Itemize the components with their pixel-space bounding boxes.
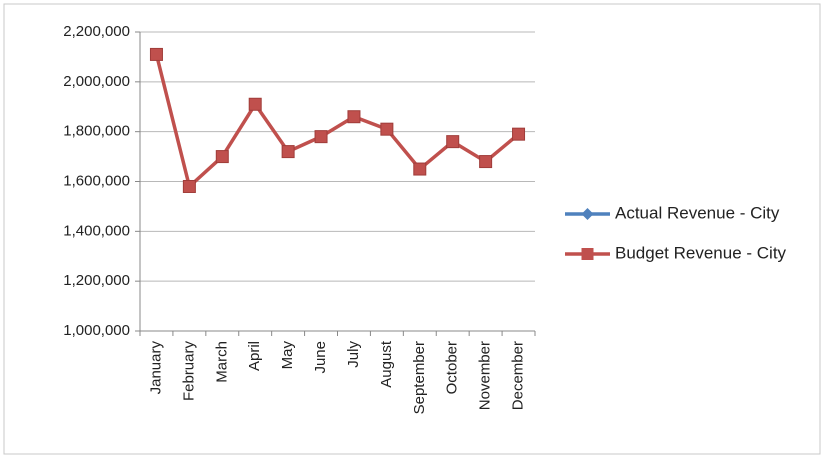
series-marker: [380, 122, 394, 136]
x-tick-label: April: [246, 341, 263, 371]
y-tick-label: 1,400,000: [63, 222, 130, 239]
y-tick-label: 2,000,000: [63, 73, 130, 90]
series-marker: [281, 145, 295, 159]
series-marker: [479, 155, 493, 169]
series-marker: [512, 127, 526, 141]
series-marker: [149, 47, 163, 61]
x-tick-label: May: [279, 341, 296, 370]
series-marker: [347, 110, 361, 124]
x-tick-label: August: [378, 340, 395, 388]
x-tick-label: January: [147, 341, 164, 395]
legend-label: Budget Revenue - City: [615, 243, 787, 262]
y-tick-label: 1,600,000: [63, 172, 130, 189]
y-tick-label: 2,200,000: [63, 23, 130, 40]
legend-marker: [581, 248, 594, 260]
x-tick-label: June: [312, 341, 329, 374]
legend-label: Actual Revenue - City: [615, 203, 780, 222]
series-marker: [413, 162, 427, 176]
series-marker: [248, 97, 262, 111]
series-marker: [314, 130, 328, 144]
series-marker: [215, 150, 229, 164]
x-tick-label: October: [444, 341, 461, 394]
series-marker: [446, 135, 460, 149]
x-tick-label: July: [345, 341, 362, 368]
x-tick-label: February: [180, 341, 197, 402]
x-tick-label: December: [510, 341, 527, 410]
x-tick-label: November: [477, 341, 494, 410]
series-marker: [182, 179, 196, 193]
x-tick-label: September: [411, 341, 428, 414]
x-tick-label: March: [213, 341, 230, 383]
y-tick-label: 1,000,000: [63, 322, 130, 339]
y-tick-label: 1,200,000: [63, 272, 130, 289]
y-tick-label: 1,800,000: [63, 123, 130, 140]
legend-marker: [581, 208, 594, 220]
